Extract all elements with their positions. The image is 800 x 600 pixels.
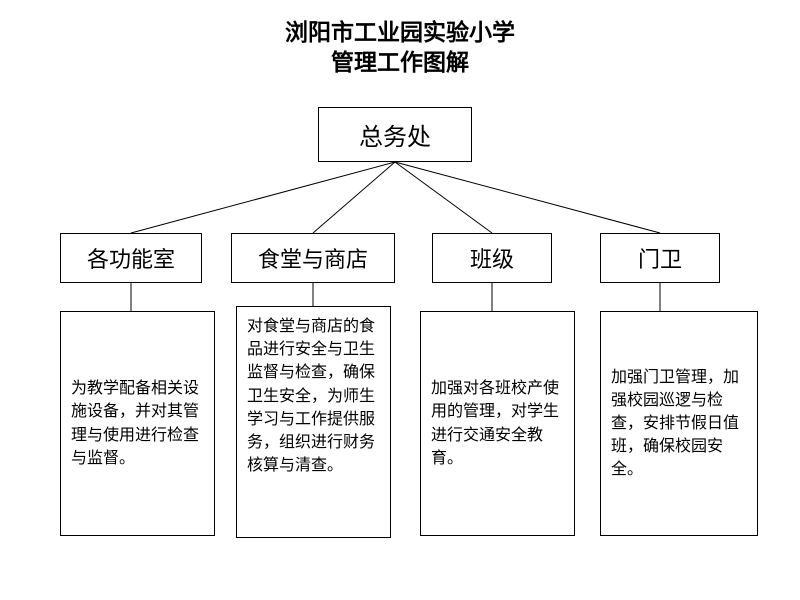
branch-node-2: 班级 [432,233,552,283]
desc-node-2: 加强对各班校产使用的管理，对学生进行交通安全教育。 [420,311,575,536]
branch-label: 班级 [470,242,514,274]
title-line-2: 管理工作图解 [0,48,800,78]
edge-root-3 [395,162,660,233]
desc-node-0: 为教学配备相关设施设备，并对其管理与使用进行检查与监督。 [60,311,215,536]
desc-text: 为教学配备相关设施设备，并对其管理与使用进行检查与监督。 [71,377,204,470]
desc-text: 加强门卫管理，加强校园巡逻与检查，安排节假日值班，确保校园安全。 [611,366,747,482]
branch-label: 各功能室 [87,242,175,274]
desc-node-3: 加强门卫管理，加强校园巡逻与检查，安排节假日值班，确保校园安全。 [600,311,758,536]
root-label: 总务处 [359,117,431,152]
title-line-1: 浏阳市工业园实验小学 [0,18,800,48]
branch-label: 门卫 [638,242,682,274]
edge-root-1 [313,162,395,233]
branch-label: 食堂与商店 [258,242,368,274]
desc-text: 对食堂与商店的食品进行安全与卫生监督与检查，确保卫生安全，为师生学习与工作提供服… [247,315,380,477]
desc-node-1: 对食堂与商店的食品进行安全与卫生监督与检查，确保卫生安全，为师生学习与工作提供服… [236,306,391,538]
edge-root-0 [131,162,395,233]
desc-text: 加强对各班校产使用的管理，对学生进行交通安全教育。 [431,377,564,470]
root-node: 总务处 [318,107,472,162]
branch-node-1: 食堂与商店 [231,233,395,283]
edge-root-2 [395,162,492,233]
page-title: 浏阳市工业园实验小学 管理工作图解 [0,0,800,78]
branch-node-0: 各功能室 [60,233,202,283]
branch-node-3: 门卫 [600,233,720,283]
